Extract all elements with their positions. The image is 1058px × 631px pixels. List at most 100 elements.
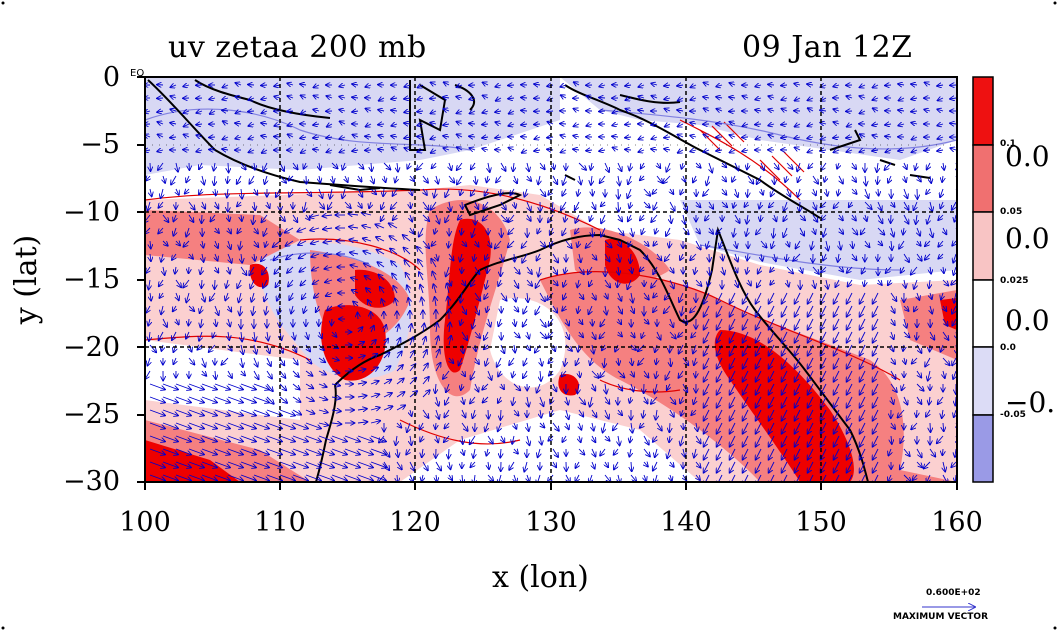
wind-vector (885, 136, 892, 137)
wind-vector (813, 227, 815, 234)
wind-vector (807, 137, 814, 139)
wind-vector (448, 175, 454, 183)
wind-vector (716, 85, 723, 87)
wind-vector (612, 111, 619, 113)
wind-vector (898, 84, 905, 85)
colorbar-big-0: 0.0 (1005, 140, 1050, 173)
wind-vector (950, 148, 957, 150)
wind-vector (703, 188, 710, 196)
wind-vector (730, 122, 736, 124)
wind-vector (248, 124, 255, 126)
wind-vector (618, 240, 621, 247)
wind-vector (288, 176, 293, 181)
wind-vector (157, 150, 164, 152)
wind-vector (304, 162, 307, 169)
wind-vector (761, 188, 763, 195)
wind-vector (378, 124, 385, 125)
wind-vector (357, 162, 364, 169)
wind-vector (403, 235, 411, 242)
wind-vector (878, 188, 879, 196)
wind-vector (565, 240, 572, 248)
wind-vector (639, 137, 645, 139)
wind-vector (381, 201, 384, 209)
x-axis-label: x (lon) (492, 560, 589, 595)
wind-vector (196, 135, 203, 137)
wind-vector (262, 111, 268, 113)
wind-vector (262, 150, 268, 153)
wind-vector (289, 188, 293, 197)
wind-vector (628, 214, 631, 221)
wind-vector (586, 124, 593, 126)
wind-vector (729, 97, 736, 98)
wind-vector (756, 227, 762, 234)
x-tick-6: 160 (931, 507, 983, 538)
wind-vector (785, 175, 787, 182)
wind-vector (656, 175, 662, 183)
wind-vector (436, 214, 439, 224)
wind-vector (431, 201, 437, 210)
wind-vector (432, 241, 437, 246)
wind-vector (249, 175, 255, 184)
wind-vector (404, 123, 411, 124)
wind-vector (188, 214, 194, 222)
wind-vector (865, 175, 866, 186)
wind-vector (435, 422, 436, 429)
wind-vector (157, 122, 164, 124)
wind-vector (410, 175, 414, 181)
wind-vector (628, 175, 631, 184)
wind-vector (631, 227, 633, 236)
wind-vector (534, 150, 541, 151)
wind-vector (404, 98, 411, 99)
wind-vector (417, 98, 424, 100)
wind-vector (397, 162, 398, 172)
wind-vector (904, 175, 906, 182)
wind-vector (601, 214, 605, 223)
wind-vector (457, 111, 463, 113)
wind-vector (742, 96, 749, 98)
wind-vector (821, 137, 827, 140)
wind-vector (353, 135, 359, 137)
wind-vector (158, 134, 164, 137)
wind-vector (410, 201, 411, 208)
wind-vector (937, 109, 944, 111)
wind-vector (163, 175, 165, 183)
wind-vector (539, 240, 545, 247)
wind-vector (808, 162, 814, 168)
wind-vector (457, 147, 463, 150)
wind-vector (927, 162, 930, 170)
wind-vector (651, 137, 658, 139)
wind-vector (228, 240, 231, 249)
wind-vector (629, 201, 631, 208)
wind-vector (521, 110, 528, 111)
wind-vector (339, 110, 346, 111)
wind-vector (534, 84, 541, 85)
wind-vector (628, 240, 631, 247)
wind-vector (651, 83, 658, 85)
wind-vector (864, 201, 872, 209)
wind-vector (330, 188, 332, 199)
wind-vector (202, 240, 203, 248)
wind-vector (826, 188, 827, 196)
wind-vector (340, 150, 346, 152)
wind-vector (265, 240, 267, 247)
x-tick-4: 140 (660, 507, 712, 538)
wind-vector (846, 150, 853, 152)
wind-vector (150, 188, 152, 196)
wind-vector (574, 82, 580, 85)
wind-vector (196, 150, 203, 152)
wind-vector (158, 227, 164, 234)
wind-vector (703, 97, 710, 98)
wind-vector (534, 124, 541, 125)
wind-vector (924, 150, 931, 151)
wind-vector (669, 422, 670, 432)
wind-vector (352, 111, 359, 112)
wind-vector (852, 240, 853, 248)
wind-vector (456, 85, 463, 87)
colorbar-big-1: 0.0 (1005, 222, 1050, 255)
wind-vector (849, 201, 852, 207)
wind-vector (410, 188, 412, 195)
wind-vector (898, 150, 905, 151)
colorbar-label-1: 0.05 (1000, 207, 1023, 217)
wind-vector (509, 214, 515, 222)
wind-vector (508, 98, 515, 99)
